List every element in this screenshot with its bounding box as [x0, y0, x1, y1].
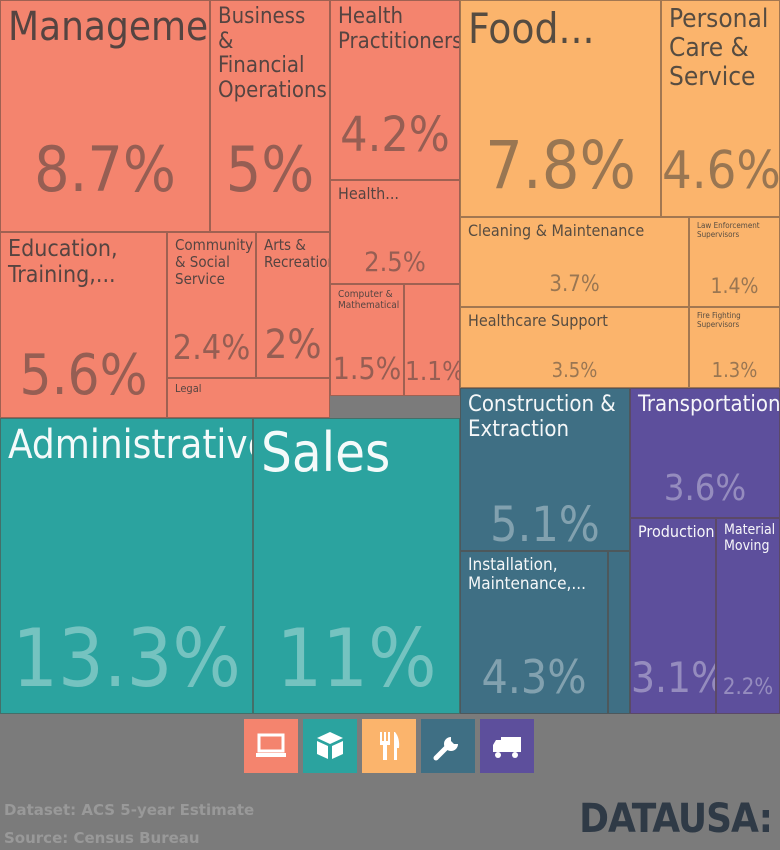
- cell-label: Health...: [338, 184, 399, 203]
- cell-label: Food...: [468, 4, 595, 53]
- cell-value: 4.6%: [662, 141, 780, 201]
- datausa-logo: DATAUSA:: [579, 796, 773, 842]
- legend: [244, 719, 534, 773]
- treemap-cell[interactable]: Healthcare Support 3.5%: [460, 307, 689, 388]
- cell-value: 13.3%: [12, 612, 241, 705]
- treemap-cell[interactable]: Education, Training,... 5.6%: [0, 232, 167, 418]
- treemap-cell[interactable]: Transportation 3.6%: [630, 388, 780, 518]
- treemap-cell[interactable]: Business & Financial Operations 5%: [210, 0, 330, 232]
- cell-label: Community & Social Service: [175, 236, 254, 288]
- cell-value: 3.7%: [549, 272, 600, 297]
- treemap-cell[interactable]: Personal Care & Service 4.6%: [661, 0, 780, 217]
- cell-label: Administrative: [8, 422, 253, 468]
- cell-value: 1.3%: [711, 358, 758, 382]
- treemap-cell[interactable]: Food... 7.8%: [460, 0, 661, 217]
- treemap-cell[interactable]: Legal: [167, 378, 330, 418]
- truck-icon: [493, 737, 521, 758]
- legend-food[interactable]: [362, 719, 416, 773]
- treemap-cell[interactable]: Law Enforcement Supervisors 1.4%: [689, 217, 780, 307]
- cell-label: Cleaning & Maintenance: [468, 221, 645, 240]
- cell-label: Computer & Mathematical: [338, 289, 400, 312]
- cell-label: Construction & Extraction: [468, 392, 616, 442]
- legend-wrench[interactable]: [421, 719, 475, 773]
- cell-label: Management: [8, 4, 209, 50]
- cell-value: 11%: [276, 612, 437, 705]
- cell-value: 2%: [264, 322, 322, 368]
- treemap-chart: Management 8.7% Business & Financial Opera…: [0, 0, 780, 714]
- cell-label: Legal: [175, 382, 202, 395]
- treemap-cell[interactable]: Fire Fighting Supervisors 1.3%: [689, 307, 780, 388]
- cell-label: Fire Fighting Supervisors: [697, 311, 741, 329]
- cell-value: 7.8%: [485, 127, 636, 204]
- cell-value: 3.6%: [663, 468, 747, 509]
- legend-boxes[interactable]: [303, 719, 357, 773]
- treemap-cell[interactable]: Administrative 13.3%: [0, 418, 253, 714]
- cell-label: Arts & Recreation: [264, 236, 330, 271]
- cell-label: Sales: [261, 421, 391, 484]
- treemap-cell[interactable]: Construction & Extraction 5.1%: [460, 388, 630, 551]
- cell-label: Transportation: [638, 392, 780, 417]
- cell-value: 1.1%: [405, 357, 460, 387]
- cell-label: Personal Care & Service: [669, 4, 769, 93]
- treemap-cell[interactable]: Computer & Mathematical 1.5%: [330, 284, 404, 396]
- treemap-cell[interactable]: 1.1%: [404, 284, 460, 396]
- legend-computer[interactable]: [244, 719, 298, 773]
- cell-value: 3.5%: [551, 358, 598, 382]
- cell-label: Law Enforcement Supervisors: [697, 221, 760, 239]
- treemap-cell[interactable]: Cleaning & Maintenance 3.7%: [460, 217, 689, 307]
- cell-value: 2.5%: [364, 247, 426, 278]
- treemap-cell[interactable]: Health... 2.5%: [330, 180, 460, 284]
- cell-label: Production: [638, 522, 715, 541]
- cell-value: 4.3%: [481, 650, 587, 704]
- treemap-cell[interactable]: Health Practitioners 4.2%: [330, 0, 460, 180]
- treemap-cell[interactable]: Arts & Recreation 2%: [256, 232, 330, 378]
- cell-value: 5.1%: [490, 497, 600, 551]
- cell-value: 1.4%: [710, 274, 759, 298]
- wrench-icon: [433, 737, 458, 761]
- computer-icon: [256, 733, 286, 757]
- source-note: Source: Census Bureau: [4, 829, 200, 847]
- cell-value: 2.4%: [172, 328, 251, 368]
- treemap-cell[interactable]: Management 8.7%: [0, 0, 210, 232]
- treemap-cell[interactable]: Installation, Maintenance,... 4.3%: [460, 551, 608, 714]
- dataset-note: Dataset: ACS 5-year Estimate: [4, 801, 255, 819]
- treemap-cell[interactable]: Sales 11%: [253, 418, 460, 714]
- cell-value: 2.2%: [722, 675, 774, 700]
- cell-label: Material Moving: [724, 522, 776, 554]
- treemap-cell[interactable]: Material Moving 2.2%: [716, 518, 780, 714]
- cell-label: Health Practitioners: [338, 4, 460, 54]
- cell-label: Education, Training,...: [8, 236, 118, 288]
- treemap-cell[interactable]: Production 3.1%: [630, 518, 716, 714]
- cell-label: Installation, Maintenance,...: [468, 555, 586, 595]
- fork-knife-icon: [380, 732, 400, 760]
- cell-value: 3.1%: [631, 653, 715, 702]
- cell-value: 5%: [225, 133, 315, 206]
- cell-value: 5.6%: [19, 343, 148, 408]
- cell-value: 1.5%: [332, 352, 402, 387]
- legend-truck[interactable]: [480, 719, 534, 773]
- treemap-cell[interactable]: Community & Social Service 2.4%: [167, 232, 256, 378]
- cell-value: 8.7%: [34, 133, 176, 206]
- cell-value: 4.2%: [340, 107, 450, 163]
- treemap-cell[interactable]: [608, 551, 630, 714]
- cell-label: Business & Financial Operations: [218, 4, 327, 103]
- boxes-icon: [317, 732, 343, 759]
- cell-label: Healthcare Support: [468, 311, 608, 330]
